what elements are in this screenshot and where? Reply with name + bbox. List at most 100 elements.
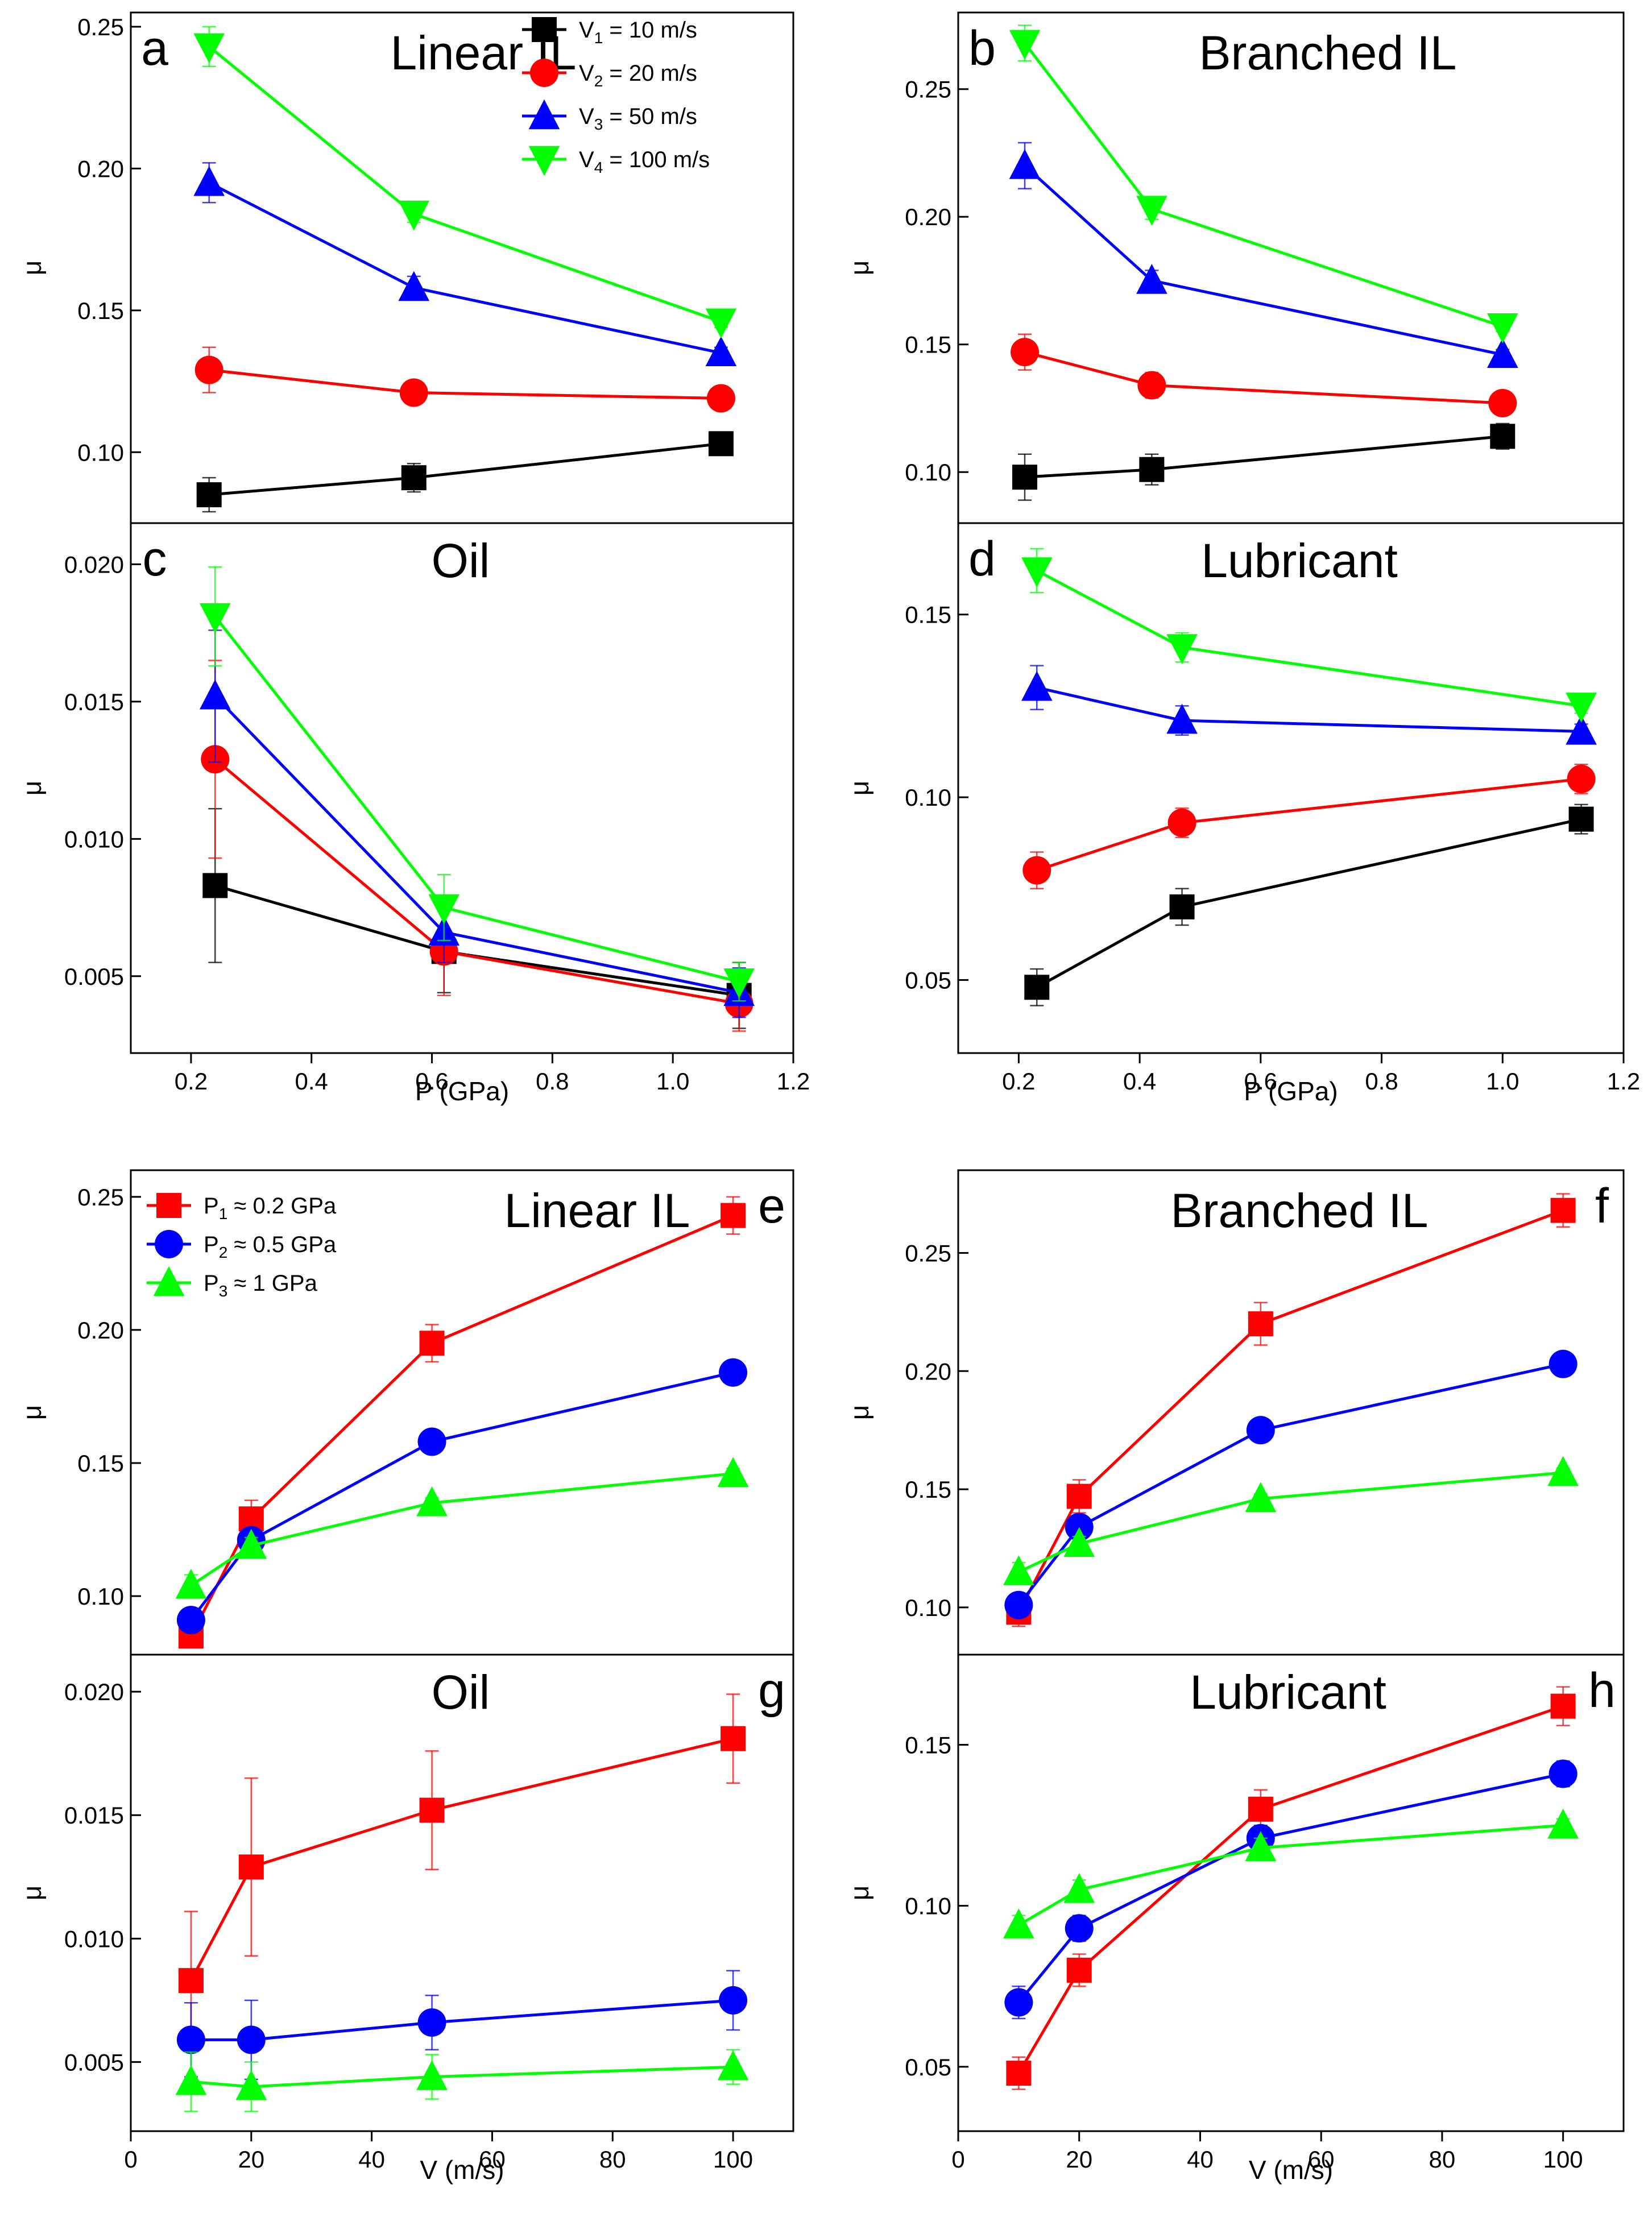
- data-point: [401, 465, 427, 491]
- y-tick-label: 0.10: [905, 1893, 951, 1920]
- data-point: [398, 200, 430, 231]
- legend-sub: 3: [594, 115, 603, 133]
- y-axis-label: μ: [17, 781, 47, 796]
- y-tick-label: 0.15: [77, 1450, 124, 1477]
- data-point: [1065, 1914, 1094, 1943]
- data-point: [1136, 196, 1167, 226]
- legend-rest: = 100 m/s: [603, 147, 710, 172]
- x-tick-label: 0.4: [295, 1068, 328, 1095]
- data-point: [1009, 30, 1041, 60]
- data-point: [199, 603, 231, 633]
- data-point: [1547, 1456, 1579, 1486]
- x-axis-label: V (m/s): [1249, 2155, 1333, 2185]
- data-point: [1487, 338, 1518, 368]
- x-tick-label: 1.2: [1607, 1068, 1640, 1095]
- panel-letter: d: [968, 532, 996, 586]
- data-point: [723, 968, 755, 998]
- y-tick-label: 0.20: [77, 155, 124, 182]
- y-tick-label: 0.25: [77, 1184, 124, 1211]
- x-tick-label: 1.0: [1486, 1068, 1519, 1095]
- y-tick-label: 0.10: [905, 459, 951, 486]
- x-tick-label: 80: [1429, 2146, 1456, 2173]
- legend-sub: 2: [594, 72, 603, 90]
- data-point: [1003, 1555, 1034, 1585]
- panel-g: 0.005 0.010 0.015 0.020 0 20 40 60 80 100 V (m/s) μ…: [17, 1654, 794, 2185]
- series-3: [175, 2049, 749, 2112]
- data-point: [419, 1331, 445, 1356]
- series-1: [1006, 1686, 1576, 2090]
- data-point: [175, 1568, 207, 1599]
- series-1: [1012, 422, 1516, 501]
- x-tick-label: 0.2: [1002, 1068, 1035, 1095]
- y-tick-label: 0.020: [64, 551, 124, 578]
- panel-letter: e: [758, 1179, 785, 1233]
- y-tick-label: 0.015: [64, 1802, 124, 1829]
- legend-main: P: [204, 1271, 219, 1296]
- series-3: [1009, 142, 1518, 368]
- legend-label: P1 ≈ 0.2 GPa: [204, 1194, 337, 1223]
- legend-marker: [528, 146, 560, 176]
- data-point: [719, 1358, 748, 1387]
- x-tick-label: 0: [124, 2146, 137, 2173]
- data-point: [193, 33, 225, 64]
- data-point: [1248, 1796, 1273, 1822]
- legend-velocity: V1 = 10 m/sV2 = 20 m/sV3 = 50 m/sV4 = 10…: [522, 17, 710, 176]
- data-point: [237, 2025, 266, 2054]
- data-point: [178, 1968, 204, 1994]
- series-4: [1009, 24, 1518, 343]
- x-tick-label: 0.6: [415, 1068, 448, 1095]
- y-tick-label: 0.20: [77, 1317, 124, 1344]
- data-point: [1063, 1873, 1095, 1903]
- y-tick-label: 0.010: [64, 826, 124, 852]
- legend-marker: [156, 1193, 181, 1218]
- data-point: [1248, 1311, 1273, 1337]
- data-point: [708, 431, 734, 457]
- y-axis-label: μ: [17, 1886, 47, 1901]
- data-point: [1022, 856, 1051, 885]
- series-3: [1021, 665, 1597, 745]
- panel-title: Oil: [432, 1665, 490, 1719]
- x-tick-label: 40: [358, 2146, 385, 2173]
- data-point: [419, 1797, 445, 1823]
- x-tick-label: 0: [951, 2146, 964, 2173]
- series-line: [189, 1214, 734, 1637]
- y-tick-label: 0.10: [77, 1583, 124, 1610]
- data-point: [399, 378, 428, 407]
- legend-rest: = 50 m/s: [603, 104, 697, 129]
- series-4: [1021, 548, 1597, 723]
- data-point: [717, 1457, 749, 1487]
- x-axis-label: P (GPa): [415, 1076, 509, 1106]
- data-point: [721, 1726, 746, 1751]
- data-point: [1066, 1484, 1092, 1509]
- data-point: [238, 1854, 264, 1880]
- data-point: [1063, 1527, 1095, 1557]
- data-point: [1550, 1693, 1576, 1719]
- panel-title: Lubricant: [1201, 534, 1398, 587]
- series-line: [1017, 1705, 1564, 2074]
- x-tick-label: 1.0: [656, 1068, 689, 1095]
- panel-b: 0.10 0.15 0.20 0.25 μ b Branched IL: [844, 11, 1625, 524]
- panel-letter: f: [1595, 1179, 1609, 1233]
- legend-sub: 4: [594, 159, 603, 176]
- legend-sub: 1: [594, 29, 603, 47]
- panel-letter: h: [1588, 1663, 1616, 1718]
- y-tick-label: 0.10: [77, 439, 124, 466]
- legend-main: P: [204, 1194, 219, 1219]
- data-point: [196, 482, 222, 508]
- series-1: [178, 1693, 746, 2050]
- legend-main: P: [204, 1232, 219, 1257]
- x-tick-label: 60: [479, 2146, 506, 2173]
- data-point: [1166, 703, 1198, 734]
- series-4: [199, 566, 755, 1002]
- y-tick-label: 0.15: [77, 297, 124, 324]
- series-line: [1017, 1362, 1564, 1606]
- data-point: [176, 1606, 205, 1635]
- x-tick-label: 20: [1066, 2146, 1092, 2173]
- legend-sub: 2: [219, 1244, 228, 1261]
- legend-rest: = 20 m/s: [603, 61, 697, 86]
- series-3: [1003, 1456, 1579, 1585]
- series-line: [1017, 1209, 1564, 1613]
- x-tick-label: 40: [1187, 2146, 1214, 2173]
